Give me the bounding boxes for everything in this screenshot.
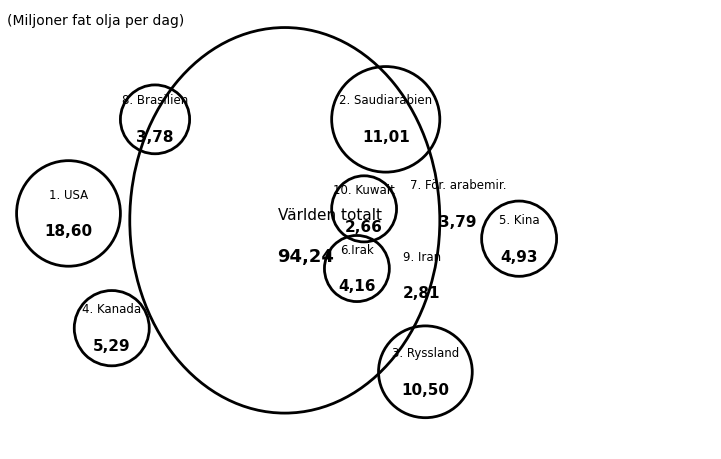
Text: 5,29: 5,29 (93, 339, 131, 354)
Text: 4,16: 4,16 (338, 280, 376, 294)
Text: 2. Saudiarabien: 2. Saudiarabien (339, 95, 433, 107)
Text: 5. Kina: 5. Kina (499, 214, 539, 227)
Text: 10. Kuwait: 10. Kuwait (333, 184, 395, 197)
Text: 3. Ryssland: 3. Ryssland (392, 347, 459, 360)
Text: 1. USA: 1. USA (49, 189, 88, 202)
Text: 10,50: 10,50 (402, 383, 449, 397)
Text: 3,78: 3,78 (136, 130, 174, 145)
Text: 8. Brasilien: 8. Brasilien (122, 95, 188, 107)
Text: 2,66: 2,66 (345, 220, 383, 235)
Text: 2,81: 2,81 (403, 286, 441, 301)
Text: 4. Kanada: 4. Kanada (82, 303, 141, 316)
Text: 4,93: 4,93 (500, 250, 538, 264)
Text: 6.Irak: 6.Irak (340, 244, 373, 257)
Text: 9. Iran: 9. Iran (403, 251, 441, 263)
Text: 11,01: 11,01 (362, 130, 410, 145)
Text: (Miljoner fat olja per dag): (Miljoner fat olja per dag) (7, 14, 185, 28)
Text: 18,60: 18,60 (45, 224, 92, 239)
Text: 94,24: 94,24 (278, 248, 335, 266)
Text: 3,79: 3,79 (439, 215, 477, 230)
Text: Världen totalt: Världen totalt (278, 208, 381, 223)
Text: 7. För. arabemir.: 7. För. arabemir. (410, 179, 506, 192)
